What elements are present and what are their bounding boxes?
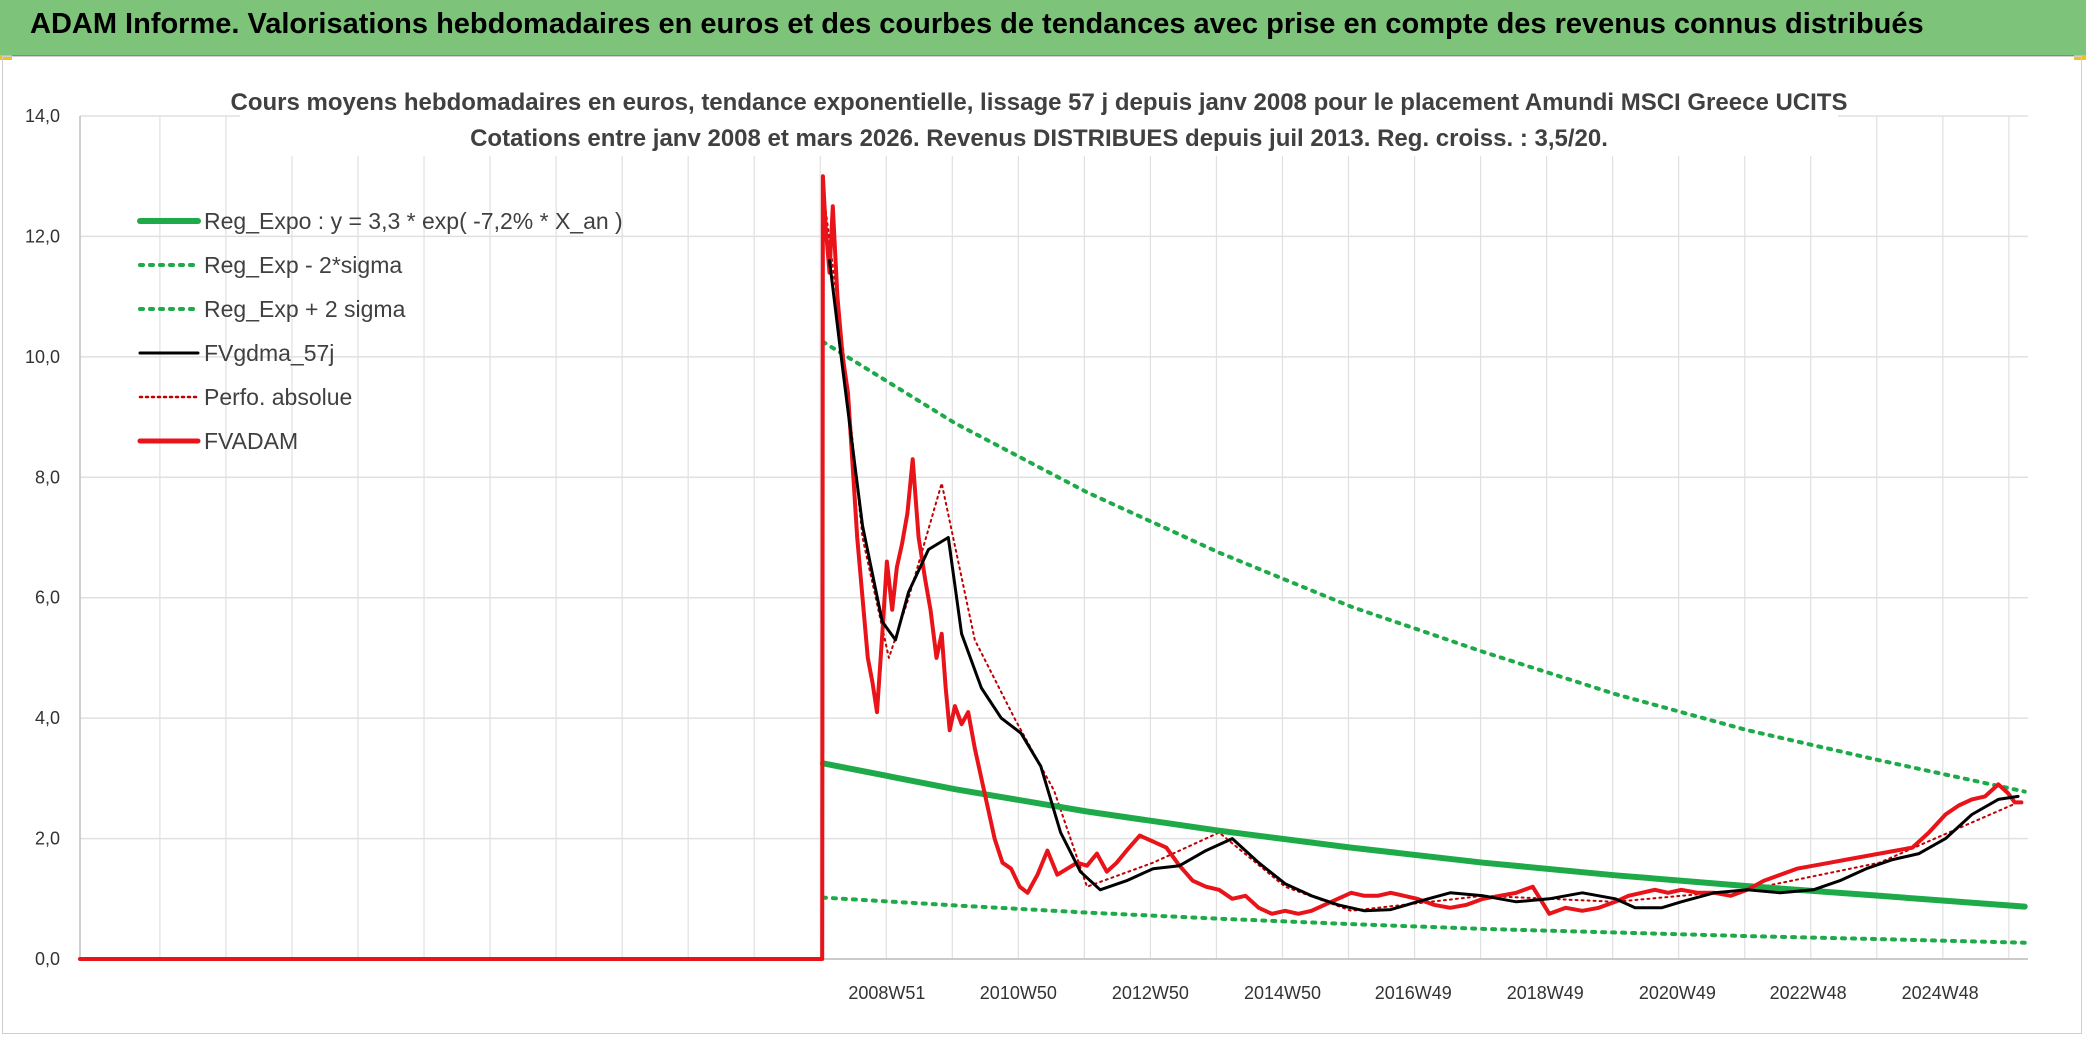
chart-title: Cours moyens hebdomadaires en euros, ten… bbox=[231, 89, 1848, 116]
report-banner: ADAM Informe. Valorisations hebdomadaire… bbox=[0, 0, 2086, 56]
x-tick-label: 2022W48 bbox=[1770, 983, 1847, 1003]
y-tick-label: 12,0 bbox=[25, 226, 60, 246]
chart-subtitle: Cotations entre janv 2008 et mars 2026. … bbox=[470, 125, 1608, 152]
x-tick-label: 2020W49 bbox=[1639, 983, 1716, 1003]
x-tick-label: 2010W50 bbox=[980, 983, 1057, 1003]
title-backdrop bbox=[240, 82, 1838, 156]
x-tick-label: 2014W50 bbox=[1244, 983, 1321, 1003]
legend-label: Reg_Expo : y = 3,3 * exp( -7,2% * X_an ) bbox=[204, 208, 623, 234]
y-tick-label: 2,0 bbox=[35, 829, 60, 849]
x-tick-label: 2008W51 bbox=[848, 983, 925, 1003]
y-tick-label: 0,0 bbox=[35, 949, 60, 969]
legend-label: Reg_Exp + 2 sigma bbox=[204, 296, 406, 322]
y-tick-label: 4,0 bbox=[35, 708, 60, 728]
legend-label: FVgdma_57j bbox=[204, 340, 334, 366]
legend: Reg_Expo : y = 3,3 * exp( -7,2% * X_an )… bbox=[137, 208, 623, 454]
y-tick-label: 6,0 bbox=[35, 588, 60, 608]
series-fvadam bbox=[78, 174, 2024, 961]
series-layer bbox=[78, 174, 2028, 961]
series-reg-minus-2sigma bbox=[820, 895, 2027, 945]
corner-marker-right bbox=[2074, 55, 2086, 60]
y-tick-label: 14,0 bbox=[25, 106, 60, 126]
x-tick-label: 2018W49 bbox=[1507, 983, 1584, 1003]
y-tick-label: 8,0 bbox=[35, 467, 60, 487]
y-tick-label: 10,0 bbox=[25, 347, 60, 367]
x-tick-label: 2016W49 bbox=[1375, 983, 1452, 1003]
legend-label: Reg_Exp - 2*sigma bbox=[204, 252, 402, 278]
corner-marker-left bbox=[0, 55, 12, 60]
x-tick-label: 2012W50 bbox=[1112, 983, 1189, 1003]
chart-frame bbox=[2, 56, 2082, 1034]
legend-label: Perfo. absolue bbox=[204, 384, 352, 410]
y-axis-ticks: 0,0 2,0 4,0 6,0 8,0 10,0 12,0 14,0 bbox=[25, 106, 60, 969]
plot-background bbox=[80, 116, 2028, 959]
legend-label: FVADAM bbox=[204, 428, 298, 454]
x-axis-ticks: 2008W51 2010W50 2012W50 2014W50 2016W49 2018W… bbox=[848, 983, 1978, 1003]
series-reg-plus-2sigma bbox=[820, 339, 2027, 794]
series-fvgdma-57j bbox=[828, 259, 2020, 913]
x-tick-label: 2024W48 bbox=[1902, 983, 1979, 1003]
report-title: ADAM Informe. Valorisations hebdomadaire… bbox=[30, 8, 1924, 40]
